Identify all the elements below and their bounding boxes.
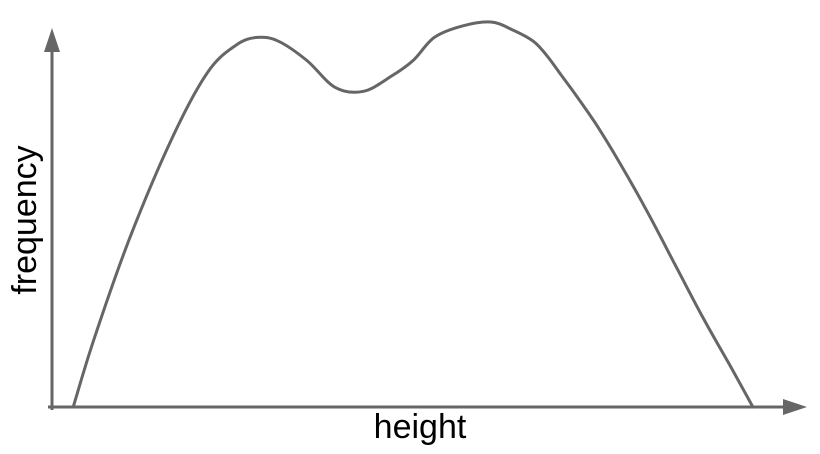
axes	[44, 28, 807, 415]
y-axis-arrow	[44, 28, 60, 52]
y-axis-label: frequency	[6, 145, 44, 294]
x-axis-label: height	[374, 408, 467, 446]
series-line-0	[71, 20, 755, 409]
x-axis-arrow	[783, 399, 807, 415]
data-points	[71, 20, 755, 409]
